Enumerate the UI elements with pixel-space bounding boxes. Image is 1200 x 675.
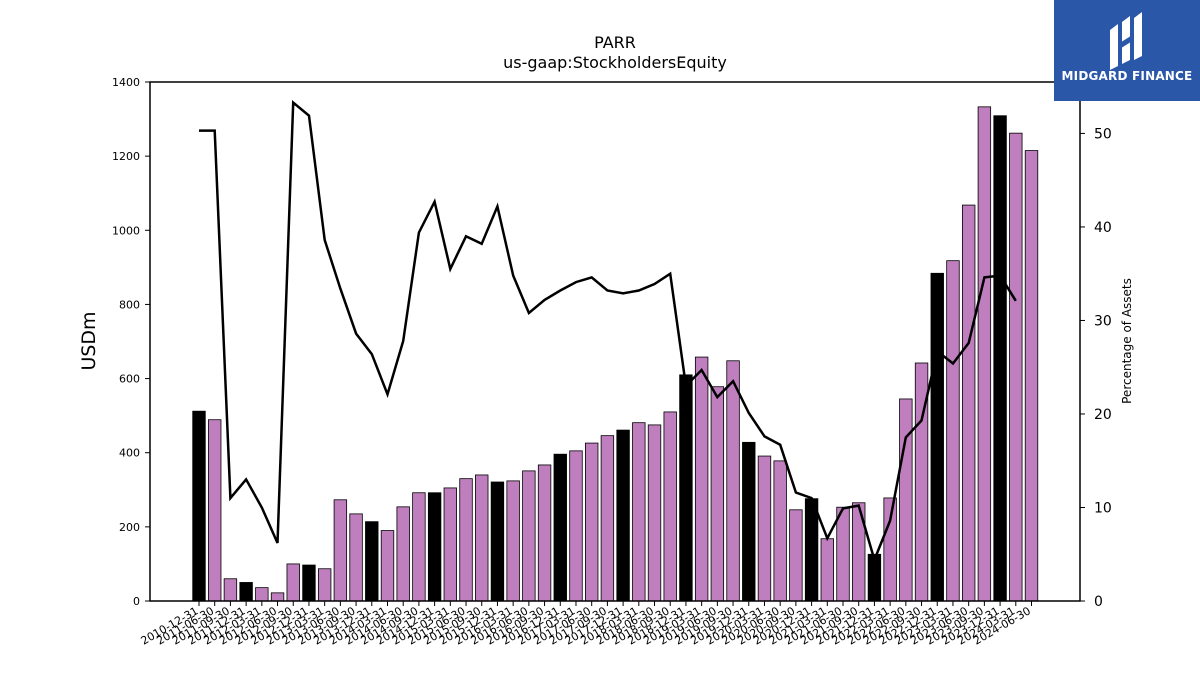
y2-tick-label: 0 xyxy=(1094,594,1103,610)
bar xyxy=(694,356,709,602)
bar xyxy=(883,497,897,602)
bar xyxy=(270,592,285,602)
y2-axis-label: Percentage of Assets xyxy=(1120,278,1134,404)
bar xyxy=(396,506,410,602)
bar xyxy=(585,442,599,602)
bar xyxy=(961,204,976,602)
bar xyxy=(632,422,646,602)
bar xyxy=(459,478,473,602)
bar xyxy=(239,582,253,602)
bar xyxy=(726,360,740,602)
bar xyxy=(679,374,693,602)
bar xyxy=(977,106,992,602)
y-tick-label: 800 xyxy=(119,298,140,311)
bar xyxy=(380,530,395,602)
bar xyxy=(757,455,772,602)
bar xyxy=(412,492,426,602)
bar xyxy=(443,487,458,602)
bar xyxy=(804,498,819,602)
bar xyxy=(537,464,552,602)
y-tick-label: 0 xyxy=(133,595,140,608)
y2-tick-label: 10 xyxy=(1094,500,1112,516)
bar xyxy=(255,587,269,602)
y2-tick-label: 30 xyxy=(1094,313,1112,329)
bar xyxy=(930,272,944,602)
bar xyxy=(600,435,615,602)
y-tick-label: 400 xyxy=(119,447,140,460)
bar xyxy=(789,509,803,602)
y-tick-label: 1400 xyxy=(112,76,140,89)
y2-tick-label: 50 xyxy=(1094,126,1112,142)
bar xyxy=(192,410,206,602)
bar xyxy=(1009,132,1023,602)
bar xyxy=(208,419,222,602)
bar xyxy=(427,492,442,602)
bar xyxy=(490,481,505,602)
y-axis: 0 200 400 600 800 1000 1200 1400 xyxy=(112,76,150,608)
bar xyxy=(553,453,567,602)
y-tick-label: 600 xyxy=(119,373,140,386)
bar xyxy=(946,260,960,602)
chart-subtitle: us-gaap:StockholdersEquity xyxy=(503,53,727,72)
bar xyxy=(317,568,332,602)
y2-axis: 0 10 20 30 40 50 xyxy=(1080,126,1112,610)
bar xyxy=(286,563,300,602)
bar xyxy=(365,521,379,602)
bar xyxy=(349,513,363,602)
bar xyxy=(647,424,662,602)
brand-name: MIDGARD FINANCE xyxy=(1061,69,1193,83)
bar xyxy=(993,115,1007,602)
brand-logo: MIDGARD FINANCE xyxy=(1054,0,1200,101)
bar xyxy=(506,480,520,602)
bar xyxy=(899,398,913,602)
bar xyxy=(616,429,630,602)
bar xyxy=(302,564,316,602)
bar xyxy=(836,506,850,602)
y-tick-label: 1000 xyxy=(112,224,140,237)
bar xyxy=(773,460,787,602)
y-tick-label: 1200 xyxy=(112,150,140,163)
midgard-logo-icon xyxy=(1110,12,1142,70)
x-axis: 2010-12-312011-06-302011-09-302011-12-31… xyxy=(139,601,1033,648)
plot-frame xyxy=(149,81,1081,602)
bar xyxy=(333,499,348,602)
bar xyxy=(742,441,756,602)
bar xyxy=(522,470,536,602)
bar xyxy=(223,578,238,602)
line-series xyxy=(199,100,1017,564)
bar-series xyxy=(192,106,1039,602)
series-line xyxy=(199,100,1017,564)
chart-title: PARR xyxy=(594,33,636,52)
bar xyxy=(1024,150,1039,602)
bar xyxy=(710,386,725,602)
bar xyxy=(663,411,677,602)
y2-tick-label: 40 xyxy=(1094,220,1112,236)
bar xyxy=(820,538,834,602)
y-tick-label: 200 xyxy=(119,521,140,534)
bar xyxy=(569,450,583,602)
y2-tick-label: 20 xyxy=(1094,407,1112,423)
bar xyxy=(475,474,489,602)
y-axis-label: USDm xyxy=(78,311,100,370)
